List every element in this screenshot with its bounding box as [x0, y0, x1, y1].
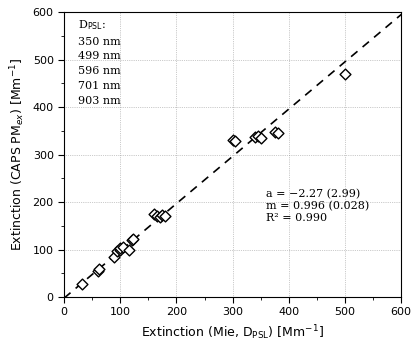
Point — [110, 254, 117, 259]
Point — [257, 135, 264, 141]
Point — [255, 133, 261, 139]
Text: D$_\mathrm{PSL}$:
350 nm
499 nm
596 nm
701 nm
903 nm: D$_\mathrm{PSL}$: 350 nm 499 nm 596 nm 7… — [78, 18, 121, 106]
X-axis label: Extinction (Mie, D$_\mathrm{PSL}$) [Mm$^{-1}$]: Extinction (Mie, D$_\mathrm{PSL}$) [Mm$^… — [141, 323, 324, 342]
Point — [130, 236, 136, 242]
Point — [159, 212, 166, 218]
Point — [341, 71, 348, 77]
Point — [125, 247, 132, 252]
Point — [229, 138, 236, 143]
Point — [79, 281, 85, 287]
Point — [162, 214, 168, 219]
Point — [120, 244, 126, 250]
Point — [232, 139, 239, 144]
Point — [114, 248, 121, 254]
Y-axis label: Extinction (CAPS PM$_{ex}$) [Mm$^{-1}$]: Extinction (CAPS PM$_{ex}$) [Mm$^{-1}$] — [8, 58, 27, 251]
Point — [271, 129, 278, 135]
Point — [156, 215, 163, 220]
Point — [94, 268, 101, 274]
Point — [96, 267, 102, 272]
Point — [128, 237, 135, 243]
Point — [151, 211, 158, 217]
Point — [252, 134, 258, 139]
Point — [274, 131, 281, 136]
Text: a = −2.27 (2.99)
m = 0.996 (0.028)
R² = 0.990: a = −2.27 (2.99) m = 0.996 (0.028) R² = … — [266, 189, 370, 223]
Point — [117, 245, 123, 251]
Point — [117, 247, 123, 252]
Point — [153, 214, 160, 219]
